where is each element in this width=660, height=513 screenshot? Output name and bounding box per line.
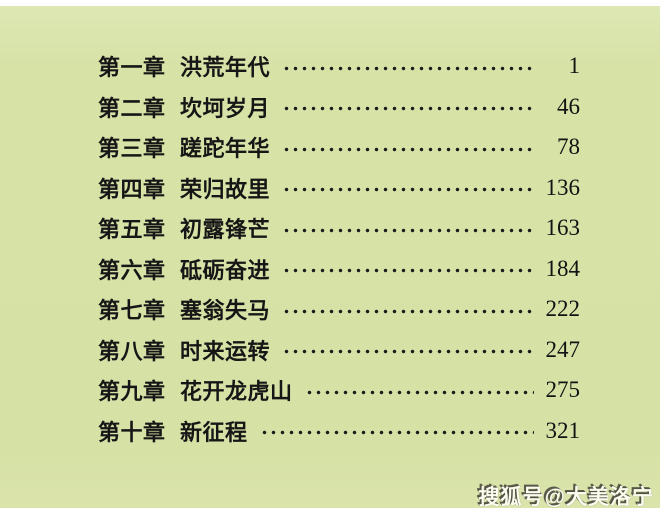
toc-chapter-label: 第六章 <box>98 257 166 283</box>
dot-leader <box>304 387 534 397</box>
toc-chapter-title: 坎坷岁月 <box>180 95 271 121</box>
toc-chapter-title: 荣归故里 <box>180 176 271 202</box>
toc-chapter-title: 塞翁失马 <box>180 298 271 324</box>
toc-row: 第七章 塞翁失马 222 <box>98 289 580 330</box>
toc-chapter-label: 第三章 <box>98 136 166 162</box>
toc-chapter-label: 第九章 <box>98 379 166 405</box>
toc-chapter-label: 第七章 <box>98 298 166 324</box>
dot-leader <box>282 104 534 114</box>
toc-chapter-title: 时来运转 <box>180 338 271 364</box>
toc-chapter-title: 花开龙虎山 <box>180 379 293 405</box>
toc-chapter-label: 第八章 <box>98 338 166 364</box>
toc-chapter-title: 蹉跎年华 <box>180 136 271 162</box>
toc-row: 第四章 荣归故里 136 <box>98 168 580 209</box>
toc-page-number: 163 <box>545 215 581 241</box>
dot-leader <box>282 347 534 357</box>
toc-row: 第三章 蹉跎年华 78 <box>98 127 580 168</box>
toc-row: 第八章 时来运转 247 <box>98 330 580 371</box>
dot-leader <box>282 63 534 73</box>
toc-list: 第一章 洪荒年代 1 第二章 坎坷岁月 46 第三章 蹉跎年华 78 第四章 荣… <box>0 6 660 451</box>
toc-page-number: 247 <box>545 336 581 362</box>
toc-row: 第十章 新征程 321 <box>98 411 580 452</box>
toc-page-number: 321 <box>545 417 581 443</box>
dot-leader <box>282 144 534 154</box>
toc-page-number: 1 <box>568 53 581 79</box>
toc-page-number: 78 <box>557 134 580 160</box>
dot-leader <box>259 428 534 438</box>
dot-leader <box>282 185 534 195</box>
toc-chapter-title: 新征程 <box>180 419 248 445</box>
toc-row: 第九章 花开龙虎山 275 <box>98 370 580 411</box>
toc-chapter-label: 第十章 <box>98 419 166 445</box>
toc-background-panel: 第一章 洪荒年代 1 第二章 坎坷岁月 46 第三章 蹉跎年华 78 第四章 荣… <box>0 6 660 508</box>
dot-leader <box>282 225 534 235</box>
toc-chapter-label: 第四章 <box>98 176 166 202</box>
toc-row: 第二章 坎坷岁月 46 <box>98 87 580 128</box>
toc-row: 第一章 洪荒年代 1 <box>98 46 580 87</box>
toc-row: 第五章 初露锋芒 163 <box>98 208 580 249</box>
toc-page-number: 275 <box>545 377 581 403</box>
toc-page-number: 222 <box>545 296 581 322</box>
toc-row: 第六章 砥砺奋进 184 <box>98 249 580 290</box>
toc-page-number: 136 <box>545 174 581 200</box>
toc-page-number: 46 <box>557 93 580 119</box>
dot-leader <box>282 306 534 316</box>
toc-chapter-label: 第一章 <box>98 55 166 81</box>
dot-leader <box>282 266 534 276</box>
toc-chapter-label: 第五章 <box>98 217 166 243</box>
sohu-watermark: 搜狐号@大美洛宁 <box>478 486 654 509</box>
toc-chapter-label: 第二章 <box>98 95 166 121</box>
toc-page-number: 184 <box>545 255 581 281</box>
toc-chapter-title: 洪荒年代 <box>180 55 271 81</box>
toc-chapter-title: 初露锋芒 <box>180 217 271 243</box>
toc-chapter-title: 砥砺奋进 <box>180 257 271 283</box>
